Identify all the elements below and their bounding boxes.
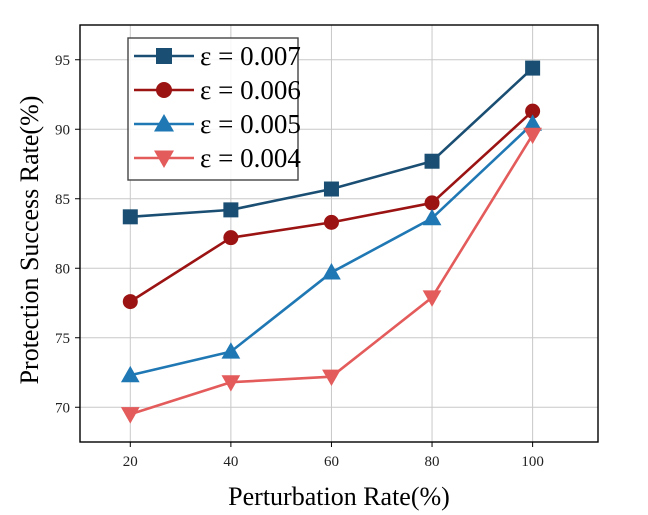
data-point-square bbox=[323, 181, 339, 197]
y-tick-label: 90 bbox=[55, 122, 70, 138]
legend-label: ε = 0.004 bbox=[200, 143, 301, 173]
series-4 bbox=[120, 127, 542, 424]
data-point-triangle-down bbox=[422, 290, 442, 307]
x-tick-label: 40 bbox=[223, 454, 238, 470]
legend: ε = 0.007 ε = 0.006 ε = 0.005 ε = 0.004 bbox=[127, 37, 301, 181]
data-point-circle bbox=[223, 230, 239, 246]
legend-item: ε = 0.006 bbox=[134, 75, 301, 105]
data-point-square bbox=[424, 153, 440, 169]
legend-label: ε = 0.005 bbox=[200, 109, 301, 139]
x-tick-label: 80 bbox=[425, 454, 440, 470]
legend-marker-square bbox=[156, 48, 172, 64]
legend-item: ε = 0.005 bbox=[134, 109, 301, 139]
y-tick-label: 95 bbox=[55, 53, 70, 69]
legend-marker-triangle-up bbox=[154, 114, 174, 132]
data-point-square bbox=[525, 60, 541, 76]
data-point-triangle-up bbox=[120, 365, 140, 383]
data-point-square bbox=[122, 209, 138, 225]
legend-label: ε = 0.006 bbox=[200, 75, 301, 105]
series-1 bbox=[122, 60, 541, 225]
y-axis-title: Protection Success Rate(%) bbox=[15, 96, 44, 385]
legend-marker-circle bbox=[156, 82, 172, 98]
data-point-circle bbox=[424, 195, 440, 211]
data-point-triangle-up bbox=[523, 114, 542, 131]
plot-frame bbox=[79, 24, 599, 443]
data-point-circle bbox=[323, 214, 339, 230]
data-point-triangle-down bbox=[120, 407, 140, 424]
y-tick-label: 70 bbox=[55, 400, 70, 416]
y-tick-label: 75 bbox=[55, 331, 70, 347]
data-point-triangle-down bbox=[322, 369, 341, 387]
tick-labels: 20 40 60 80 100 70 75 80 85 90 95 bbox=[55, 53, 544, 470]
y-tick-label: 85 bbox=[55, 192, 70, 208]
axes bbox=[75, 24, 599, 447]
y-tick-label: 80 bbox=[55, 261, 70, 277]
data-point-circle bbox=[122, 294, 138, 310]
legend-marker-triangle-down bbox=[154, 150, 174, 168]
data-point-square bbox=[223, 202, 239, 218]
data-point-triangle-up bbox=[422, 208, 442, 226]
data-point-triangle-down bbox=[523, 127, 542, 145]
x-axis-title: Perturbation Rate(%) bbox=[228, 482, 450, 511]
data-point-circle bbox=[525, 103, 541, 119]
x-tick-label: 100 bbox=[521, 454, 544, 470]
legend-item: ε = 0.007 bbox=[134, 41, 301, 71]
x-tick-label: 20 bbox=[123, 454, 138, 470]
data-point-triangle-up bbox=[322, 263, 341, 280]
series-3 bbox=[120, 114, 542, 383]
x-tick-label: 60 bbox=[324, 454, 339, 470]
series-layer bbox=[120, 60, 542, 424]
data-point-triangle-up bbox=[221, 342, 241, 359]
data-point-triangle-down bbox=[221, 375, 241, 392]
legend-label: ε = 0.007 bbox=[200, 41, 301, 71]
series-2 bbox=[122, 103, 541, 310]
legend-item: ε = 0.004 bbox=[134, 143, 301, 173]
